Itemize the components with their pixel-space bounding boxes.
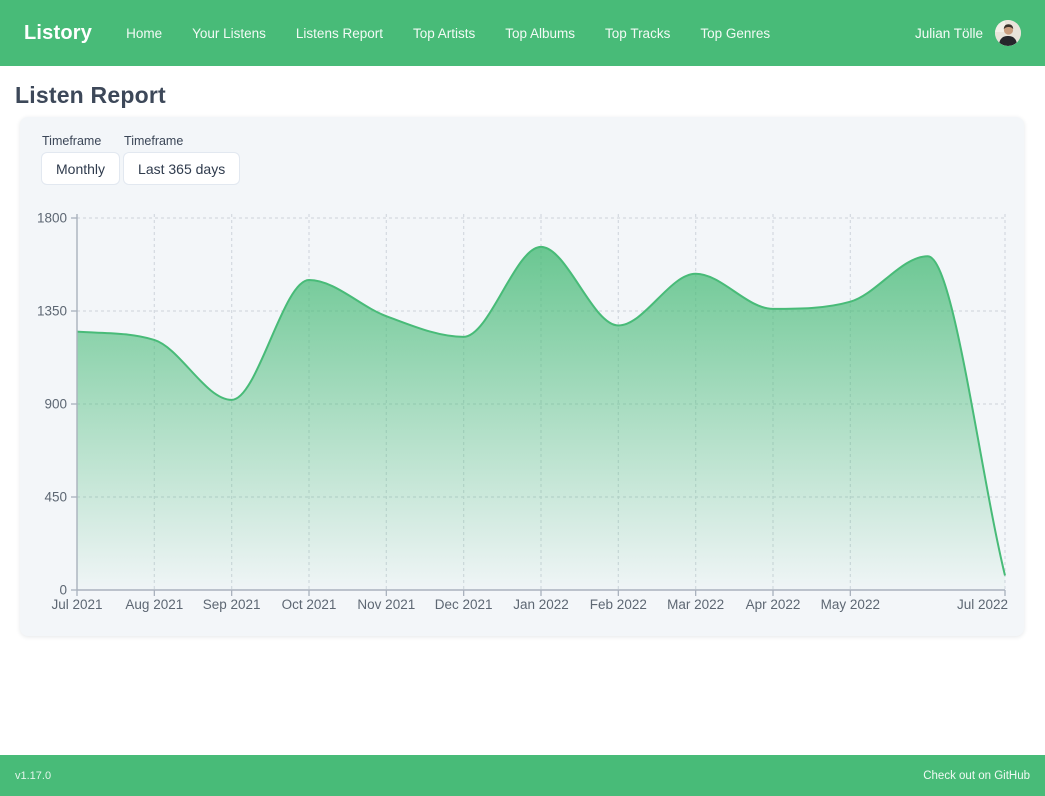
navbar: Listory Home Your Listens Listens Report To… xyxy=(0,0,1045,66)
x-tick-label: Feb 2022 xyxy=(590,597,647,612)
x-tick-label: Jul 2021 xyxy=(51,597,102,612)
report-card: Timeframe Monthly Timeframe Last 365 day… xyxy=(20,117,1024,636)
x-tick-label: Dec 2021 xyxy=(435,597,493,612)
version-text: v1.17.0 xyxy=(15,769,52,782)
user-name: Julian Tölle xyxy=(914,25,983,41)
nav-item-top-albums[interactable]: Top Albums xyxy=(505,25,576,41)
nav-item-your-listens[interactable]: Your Listens xyxy=(192,25,266,41)
area-line xyxy=(76,245,1006,576)
timeframe-range-label: Timeframe xyxy=(124,134,184,148)
x-tick-label: Jul 2022 xyxy=(957,597,1008,612)
nav-item-top-genres[interactable]: Top Genres xyxy=(700,25,771,41)
avatar-photo-icon xyxy=(995,20,1021,46)
x-tick-label: Sep 2021 xyxy=(203,597,261,612)
x-tick-label: Nov 2021 xyxy=(357,597,415,612)
main-nav: Home Your Listens Listens Report Top Artist… xyxy=(126,26,770,41)
timeframe-controls: Timeframe Monthly Timeframe Last 365 day… xyxy=(41,134,241,185)
timeframe-type-group: Timeframe Monthly xyxy=(41,134,121,185)
page-title: Listen Report xyxy=(15,82,166,108)
y-tick-label: 0 xyxy=(59,583,67,598)
nav-item-listens-report[interactable]: Listens Report xyxy=(295,25,383,41)
user-avatar[interactable] xyxy=(995,20,1021,46)
github-link[interactable]: Check out on GitHub xyxy=(923,769,1030,782)
x-tick-label: Oct 2021 xyxy=(282,597,337,612)
x-tick-label: Jan 2022 xyxy=(513,597,569,612)
brand-logo[interactable]: Listory xyxy=(24,21,93,44)
x-tick-label: Apr 2022 xyxy=(746,597,801,612)
x-tick-label: Aug 2021 xyxy=(125,597,183,612)
y-tick-label: 450 xyxy=(44,490,67,505)
area-fill xyxy=(77,246,1005,590)
timeframe-range-button[interactable]: Last 365 days xyxy=(123,152,241,185)
footer: v1.17.0 Check out on GitHub xyxy=(0,755,1045,796)
nav-item-top-artists[interactable]: Top Artists xyxy=(412,25,476,41)
timeframe-type-button[interactable]: Monthly xyxy=(41,152,121,185)
y-tick-label: 900 xyxy=(44,397,67,412)
listen-report-chart[interactable]: 0 450 900 1350 1800 Jul 2021 Aug 2021 Sep 2021 O… xyxy=(20,210,1024,622)
y-tick-label: 1350 xyxy=(37,304,67,319)
x-tick-label: Mar 2022 xyxy=(667,597,724,612)
nav-item-top-tracks[interactable]: Top Tracks xyxy=(605,25,671,41)
main-content: Listen Report Timeframe Monthly Timefram… xyxy=(0,66,1045,755)
timeframe-type-label: Timeframe xyxy=(42,134,102,148)
timeframe-range-group: Timeframe Last 365 days xyxy=(123,134,241,185)
user-menu[interactable]: Julian Tölle xyxy=(915,20,1021,46)
y-tick-label: 1800 xyxy=(37,211,67,226)
nav-item-home[interactable]: Home xyxy=(126,25,163,41)
x-tick-label: May 2022 xyxy=(821,597,880,612)
